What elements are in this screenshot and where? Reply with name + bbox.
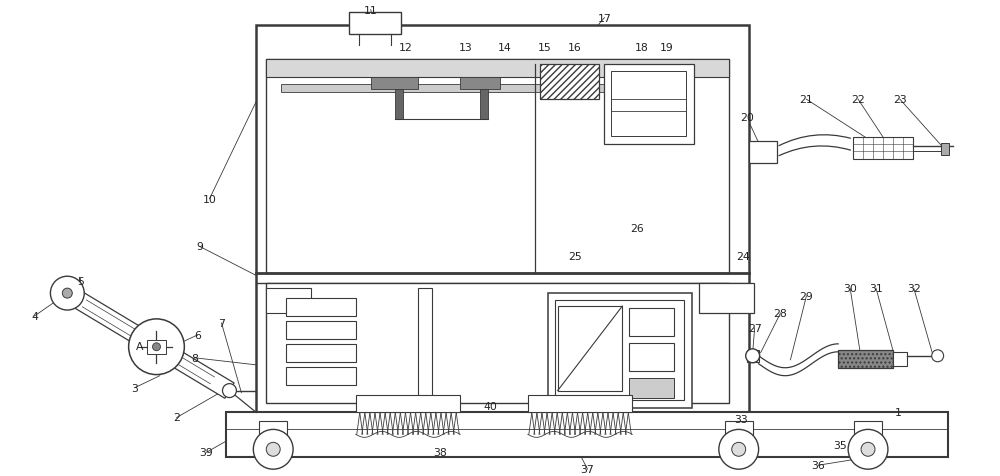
Bar bbox=[286, 367, 356, 385]
Text: 4: 4 bbox=[31, 311, 38, 321]
Bar bbox=[266, 60, 729, 274]
Text: 28: 28 bbox=[774, 308, 787, 318]
Circle shape bbox=[746, 349, 760, 363]
Bar bbox=[725, 422, 753, 436]
Text: 38: 38 bbox=[433, 447, 447, 457]
Text: A: A bbox=[136, 341, 144, 351]
Bar bbox=[281, 85, 679, 93]
Bar bbox=[259, 422, 287, 436]
Circle shape bbox=[732, 442, 746, 456]
Bar bbox=[286, 321, 356, 339]
Text: 35: 35 bbox=[833, 440, 847, 450]
Text: 37: 37 bbox=[581, 464, 594, 474]
Text: 30: 30 bbox=[843, 284, 857, 294]
Text: 5: 5 bbox=[77, 277, 84, 287]
Polygon shape bbox=[63, 286, 234, 398]
Bar bbox=[147, 340, 166, 354]
Bar bbox=[480, 90, 488, 120]
Bar bbox=[611, 72, 686, 137]
Bar bbox=[528, 395, 632, 413]
Text: 21: 21 bbox=[799, 95, 813, 105]
Bar bbox=[395, 90, 403, 120]
Circle shape bbox=[129, 319, 184, 375]
Bar bbox=[941, 144, 949, 156]
Circle shape bbox=[62, 288, 72, 298]
Bar bbox=[266, 60, 729, 78]
Text: 15: 15 bbox=[538, 43, 552, 53]
Bar bbox=[854, 422, 882, 436]
Text: 27: 27 bbox=[748, 323, 762, 333]
Text: 31: 31 bbox=[869, 284, 883, 294]
Circle shape bbox=[253, 429, 293, 469]
Bar bbox=[629, 378, 674, 398]
Bar bbox=[540, 65, 599, 100]
Bar bbox=[371, 78, 418, 90]
Text: 29: 29 bbox=[799, 291, 813, 301]
Bar bbox=[699, 284, 754, 313]
Bar bbox=[460, 78, 500, 90]
Bar bbox=[629, 343, 674, 371]
Text: 10: 10 bbox=[203, 194, 216, 204]
Text: 14: 14 bbox=[498, 43, 512, 53]
Text: 32: 32 bbox=[907, 284, 921, 294]
Text: 19: 19 bbox=[660, 43, 674, 53]
Circle shape bbox=[153, 343, 160, 351]
Text: 26: 26 bbox=[630, 224, 644, 234]
Text: 17: 17 bbox=[598, 14, 611, 23]
Bar bbox=[286, 298, 356, 317]
Bar bbox=[418, 288, 432, 403]
Text: 2: 2 bbox=[173, 413, 180, 423]
Text: 39: 39 bbox=[200, 447, 213, 457]
Circle shape bbox=[222, 384, 236, 398]
Text: 36: 36 bbox=[811, 460, 825, 470]
Bar bbox=[838, 350, 893, 368]
Text: 3: 3 bbox=[132, 383, 138, 393]
Bar bbox=[256, 26, 749, 413]
Bar bbox=[266, 284, 729, 403]
Text: 33: 33 bbox=[734, 415, 748, 425]
Bar bbox=[555, 300, 684, 400]
Text: 12: 12 bbox=[399, 43, 412, 53]
Bar bbox=[356, 395, 460, 413]
Text: 20: 20 bbox=[740, 113, 754, 123]
Text: 7: 7 bbox=[218, 318, 225, 328]
Circle shape bbox=[266, 442, 280, 456]
Circle shape bbox=[719, 429, 759, 469]
Text: 8: 8 bbox=[191, 353, 198, 363]
Bar bbox=[266, 288, 311, 313]
Bar bbox=[286, 344, 356, 362]
Circle shape bbox=[932, 350, 944, 362]
Text: 1: 1 bbox=[894, 407, 901, 417]
Text: 11: 11 bbox=[364, 6, 378, 16]
Bar bbox=[629, 308, 674, 336]
Bar bbox=[548, 294, 692, 407]
Text: 9: 9 bbox=[196, 242, 203, 252]
Text: 22: 22 bbox=[851, 95, 865, 105]
Text: 6: 6 bbox=[194, 330, 201, 340]
Bar bbox=[558, 307, 622, 391]
Circle shape bbox=[50, 277, 84, 310]
Bar bbox=[749, 142, 777, 163]
Text: 40: 40 bbox=[483, 401, 497, 411]
Text: 23: 23 bbox=[893, 95, 907, 105]
Text: 13: 13 bbox=[458, 43, 472, 53]
Bar bbox=[893, 352, 907, 366]
Bar bbox=[226, 413, 948, 457]
Circle shape bbox=[861, 442, 875, 456]
Text: 16: 16 bbox=[568, 43, 581, 53]
Circle shape bbox=[848, 429, 888, 469]
Bar bbox=[349, 12, 401, 34]
Bar bbox=[604, 65, 694, 145]
Text: 25: 25 bbox=[568, 252, 581, 262]
Text: 18: 18 bbox=[634, 43, 648, 53]
Bar bbox=[853, 138, 913, 159]
Bar bbox=[747, 350, 759, 362]
Text: 24: 24 bbox=[736, 252, 750, 262]
